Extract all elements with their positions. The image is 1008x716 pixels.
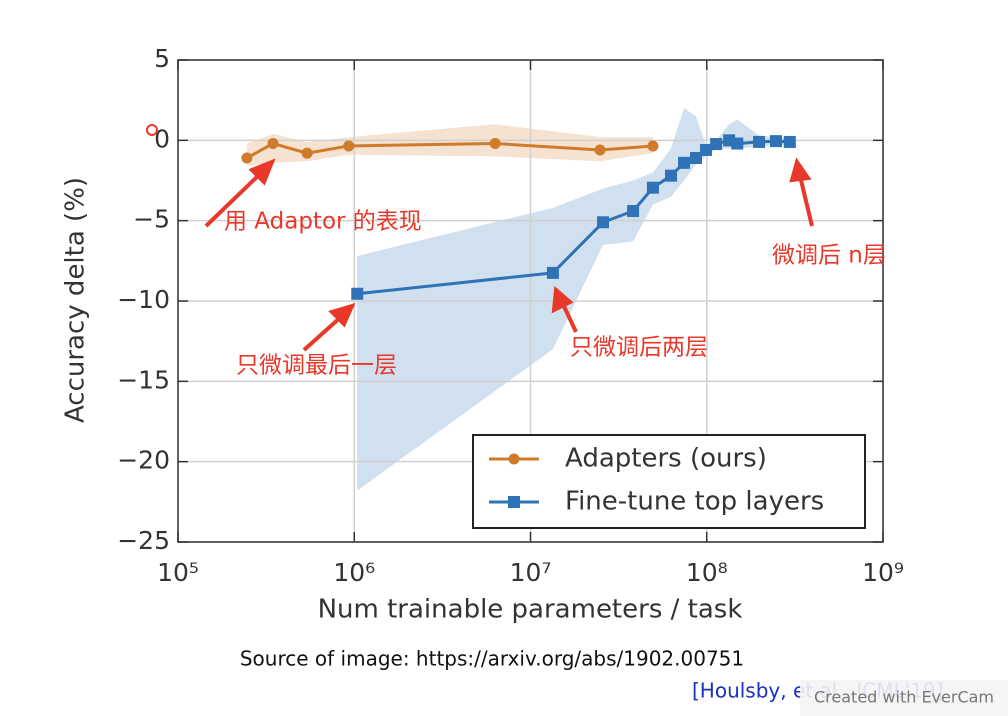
legend-marker bbox=[508, 496, 520, 508]
data-point bbox=[678, 156, 691, 169]
arrow-head bbox=[248, 158, 276, 186]
arrow-head bbox=[789, 157, 812, 183]
red-dot bbox=[146, 124, 158, 136]
legend: Adapters (ours) Fine-tune top layers bbox=[472, 434, 866, 529]
y-tick-label: −5 bbox=[133, 205, 170, 234]
y-tick-label: −20 bbox=[117, 446, 170, 475]
data-point bbox=[665, 169, 678, 182]
x-tick-label: 10⁸ bbox=[686, 558, 728, 587]
data-point bbox=[731, 137, 744, 150]
data-point bbox=[699, 143, 712, 156]
x-tick-label: 10⁵ bbox=[157, 558, 199, 587]
y-tick-label: 0 bbox=[154, 124, 170, 153]
legend-label: Fine-tune top layers bbox=[565, 487, 824, 517]
confidence-band bbox=[357, 108, 790, 491]
arrow-head bbox=[328, 302, 356, 328]
data-point bbox=[769, 135, 782, 148]
data-point bbox=[351, 287, 364, 300]
annotation: 只微调最后一层 bbox=[236, 353, 397, 379]
data-point bbox=[343, 140, 355, 152]
y-tick-label: −15 bbox=[117, 365, 170, 394]
x-axis-label: Num trainable parameters / task bbox=[318, 595, 743, 625]
x-tick-label: 10⁶ bbox=[333, 558, 375, 587]
legend-box bbox=[472, 434, 866, 529]
y-tick-label: 5 bbox=[154, 44, 170, 73]
annotation: 用 Adaptor 的表现 bbox=[224, 209, 422, 235]
data-point bbox=[546, 266, 559, 279]
data-point bbox=[627, 205, 640, 218]
data-point bbox=[646, 181, 659, 194]
x-tick-label: 10⁹ bbox=[862, 558, 904, 587]
data-point bbox=[241, 152, 253, 164]
legend-marker bbox=[508, 453, 520, 465]
data-point bbox=[753, 135, 766, 148]
data-point bbox=[690, 152, 703, 165]
legend-label: Adapters (ours) bbox=[565, 444, 767, 474]
source: Source of image: https://arxiv.org/abs/1… bbox=[240, 647, 744, 671]
data-point bbox=[647, 140, 659, 152]
plot-frame bbox=[177, 59, 884, 543]
watermark: Created with EverCam bbox=[814, 688, 994, 707]
x-tick-label: 10⁷ bbox=[510, 558, 552, 587]
annotation: 微调后 n层 bbox=[772, 243, 886, 269]
arrow bbox=[204, 170, 264, 228]
y-tick-label: −10 bbox=[117, 285, 170, 314]
data-point bbox=[710, 138, 723, 151]
data-point bbox=[783, 135, 796, 148]
data-point bbox=[597, 216, 610, 229]
data-point bbox=[301, 147, 313, 159]
y-tick-label: −25 bbox=[117, 526, 170, 555]
arrow bbox=[798, 175, 814, 227]
annotation: 只微调后两层 bbox=[570, 335, 708, 361]
data-point bbox=[594, 144, 606, 156]
watermark-box bbox=[800, 680, 1008, 716]
y-axis-label: Accuracy delta (%) bbox=[61, 177, 91, 423]
plot-layer: 10⁵ 10⁶ 10⁷ 10⁸ 10⁹ 5 0 −5 −10 −15 −20 −25 Adapters … bbox=[117, 44, 904, 587]
arrow-head bbox=[551, 285, 574, 314]
data-point bbox=[489, 138, 501, 150]
arrows bbox=[204, 157, 814, 352]
arrow bbox=[302, 314, 344, 352]
data-point bbox=[267, 138, 279, 150]
